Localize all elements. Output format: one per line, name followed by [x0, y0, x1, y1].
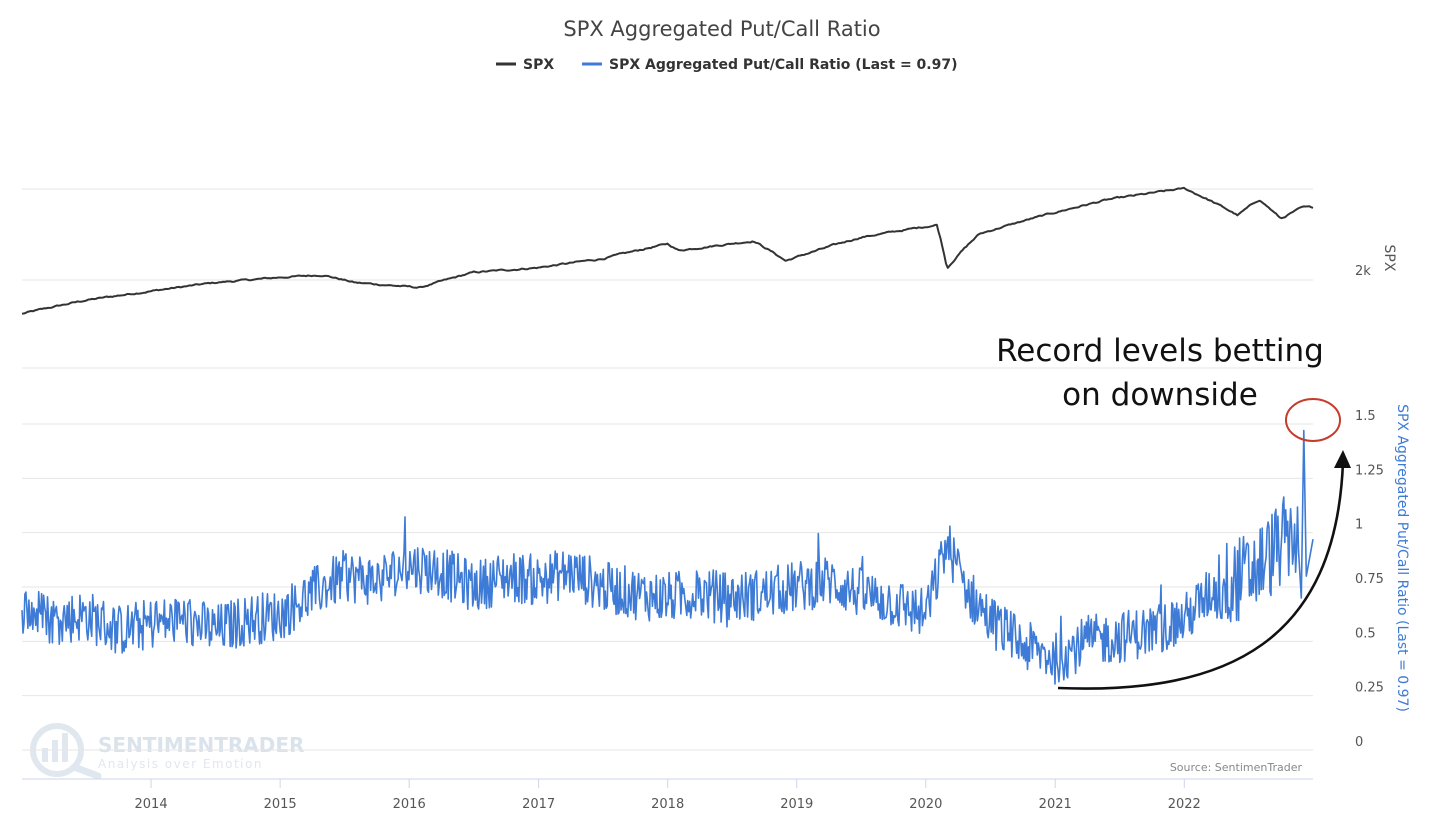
ratio-axis-ticks: 0 0.25 0.5 0.75 1 1.25 1.5	[1355, 409, 1384, 750]
curved-arrow-icon	[1057, 450, 1351, 690]
source-note: Source: SentimenTrader	[1170, 761, 1303, 774]
series-spx-line[interactable]	[21, 186, 1314, 315]
x-tick-label: 2019	[780, 797, 813, 812]
x-tick-label: 2016	[393, 797, 426, 812]
record-highlight-circle	[1285, 398, 1341, 442]
gridlines	[22, 188, 1313, 751]
x-tick-label: 2015	[264, 797, 297, 812]
annotation-line-2: on downside	[1062, 377, 1258, 413]
annotation-line-1: Record levels betting	[996, 333, 1324, 369]
spx-axis-ticks: 2k	[1355, 264, 1371, 279]
ratio-tick-label: 1.25	[1355, 463, 1384, 478]
legend-ratio-label[interactable]: SPX Aggregated Put/Call Ratio (Last = 0.…	[609, 57, 958, 73]
legend[interactable]: SPX SPX Aggregated Put/Call Ratio (Last …	[496, 57, 958, 73]
magnifier-logo-icon	[30, 723, 102, 780]
spx-tick-label: 2k	[1355, 264, 1371, 279]
spx-axis-title: SPX	[1381, 245, 1397, 272]
legend-spx-label[interactable]: SPX	[523, 57, 554, 73]
x-axis-ticks: 2014 2015 2016 2017 2018 2019 2020 2021 2022	[135, 779, 1201, 812]
watermark-name: SENTIMENTRADER	[98, 733, 304, 757]
x-tick-label: 2022	[1168, 797, 1201, 812]
series-ratio-line[interactable]	[21, 429, 1314, 685]
ratio-tick-label: 1.5	[1355, 409, 1376, 424]
watermark-tagline: Analysis over Emotion	[98, 757, 263, 771]
chart-title: SPX Aggregated Put/Call Ratio	[563, 17, 880, 41]
x-tick-label: 2017	[522, 797, 555, 812]
ratio-tick-label: 0.75	[1355, 572, 1384, 587]
ratio-tick-label: 0.5	[1355, 626, 1376, 641]
ratio-tick-label: 1	[1355, 518, 1363, 533]
ratio-tick-label: 0	[1355, 735, 1363, 750]
x-tick-label: 2020	[909, 797, 942, 812]
ratio-axis-title: SPX Aggregated Put/Call Ratio (Last = 0.…	[1394, 404, 1410, 712]
x-tick-label: 2021	[1039, 797, 1072, 812]
watermark: SENTIMENTRADER Analysis over Emotion	[30, 723, 304, 780]
x-tick-label: 2014	[135, 797, 168, 812]
ratio-tick-label: 0.25	[1355, 681, 1384, 696]
x-tick-label: 2018	[651, 797, 684, 812]
